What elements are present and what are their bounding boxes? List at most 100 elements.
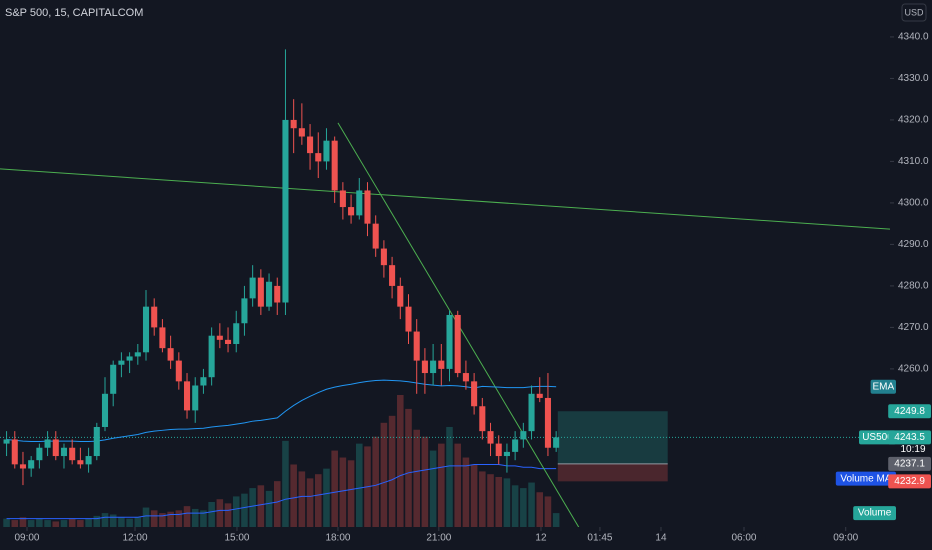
- volume-bar: [323, 468, 330, 527]
- candle-body: [241, 298, 248, 324]
- candle-body: [356, 190, 363, 216]
- volume-bar: [331, 450, 338, 527]
- currency-box[interactable]: [901, 3, 927, 22]
- volume-bar: [3, 518, 10, 527]
- candle-body: [69, 447, 76, 461]
- volume-bar: [290, 464, 297, 527]
- candle-body: [380, 248, 387, 266]
- candle-body: [307, 136, 314, 154]
- x-tick-label: 18:00: [325, 533, 350, 544]
- candle-body: [430, 360, 437, 374]
- volume-bar: [552, 513, 560, 527]
- candle-body: [225, 339, 232, 345]
- volume-bar: [265, 490, 273, 527]
- volume-bar: [356, 443, 363, 527]
- volume-bar: [520, 488, 527, 527]
- y-tick-label: 4270.0: [898, 322, 929, 333]
- volume-bar: [109, 514, 117, 527]
- volume-bar: [68, 518, 76, 527]
- volume-bar: [446, 426, 453, 527]
- volume-bar: [208, 501, 215, 527]
- x-tick-label: 15:00: [224, 533, 249, 544]
- trend-line: [337, 122, 580, 527]
- candle-body: [512, 439, 519, 452]
- candle-body: [298, 128, 305, 137]
- currency: USD: [904, 7, 924, 17]
- volume-bar: [314, 474, 322, 527]
- candle-body: [216, 335, 223, 340]
- candle-body: [77, 460, 84, 465]
- y-tick-label: 4290.0: [898, 239, 929, 250]
- volume-bar: [134, 517, 142, 527]
- volume-bar: [454, 443, 461, 527]
- entry-label: 4237.1: [894, 459, 925, 470]
- volume-bar: [429, 450, 437, 527]
- volume-bar: [388, 415, 396, 527]
- candle-body: [266, 281, 273, 307]
- candle-body: [487, 431, 494, 444]
- volume-bar: [36, 518, 43, 527]
- candle-body: [167, 348, 174, 361]
- candle-body: [536, 393, 543, 398]
- volume-bar: [421, 436, 429, 527]
- x-tick-label: 09:00: [14, 533, 39, 544]
- y-tick-label: 4310.0: [898, 156, 929, 167]
- candle-body: [331, 140, 338, 191]
- candle-body: [454, 314, 461, 374]
- volume-bar: [536, 492, 544, 527]
- y-tick-label: 4260.0: [898, 364, 929, 375]
- volume-bar: [470, 464, 478, 527]
- candle-body: [110, 364, 117, 394]
- candle-body: [175, 360, 182, 382]
- target-tag: [888, 404, 931, 419]
- candle-body: [462, 373, 469, 382]
- candle-body: [274, 285, 281, 303]
- countdown: 10:19: [900, 444, 925, 455]
- volume-bar: [60, 520, 68, 527]
- volume-bar: [19, 517, 27, 527]
- price-label: 4243.5: [894, 432, 925, 443]
- x-tick-label: 14: [655, 533, 667, 544]
- volume-bar: [93, 515, 101, 527]
- volume-bar: [511, 485, 519, 527]
- volume-bar: [216, 499, 224, 527]
- candle-body: [134, 352, 141, 357]
- volume-bar: [101, 513, 109, 527]
- volume-bar: [85, 518, 92, 527]
- volume-bar: [339, 457, 347, 527]
- ema-name-tag: [870, 379, 896, 394]
- volume-bar: [479, 471, 486, 527]
- candle-body: [471, 381, 478, 407]
- volume-bar: [495, 476, 503, 527]
- symbol-label: US500: [862, 432, 893, 443]
- volume-bar: [175, 510, 183, 527]
- volume-bar: [257, 485, 265, 527]
- position-loss: [557, 463, 668, 482]
- volume-bar: [298, 471, 306, 527]
- volume-bar: [397, 395, 404, 527]
- candle-body: [405, 306, 412, 332]
- x-tick-label: 01:45: [587, 533, 612, 544]
- candle-body: [389, 265, 396, 286]
- candle-body: [364, 190, 371, 224]
- volume-ma-name-label: Volume MA: [840, 473, 891, 484]
- x-tick-label: 21:00: [426, 533, 451, 544]
- volume-name-tag: [853, 506, 896, 521]
- candle-body: [101, 393, 109, 427]
- volume-bar: [150, 510, 158, 527]
- candle-body: [28, 460, 35, 469]
- candle-body: [421, 360, 428, 374]
- volume-bar: [183, 506, 191, 527]
- candle-body: [528, 393, 535, 432]
- volume-bar: [413, 429, 420, 527]
- candle-body: [446, 314, 453, 369]
- candle-body: [208, 335, 215, 378]
- y-tick-label: 4340.0: [898, 32, 929, 43]
- ema-name-label: EMA: [872, 381, 894, 392]
- candle-body: [503, 451, 510, 457]
- y-tick-label: 4330.0: [898, 73, 929, 84]
- stop-tag: [888, 474, 931, 489]
- candle-body: [233, 323, 240, 345]
